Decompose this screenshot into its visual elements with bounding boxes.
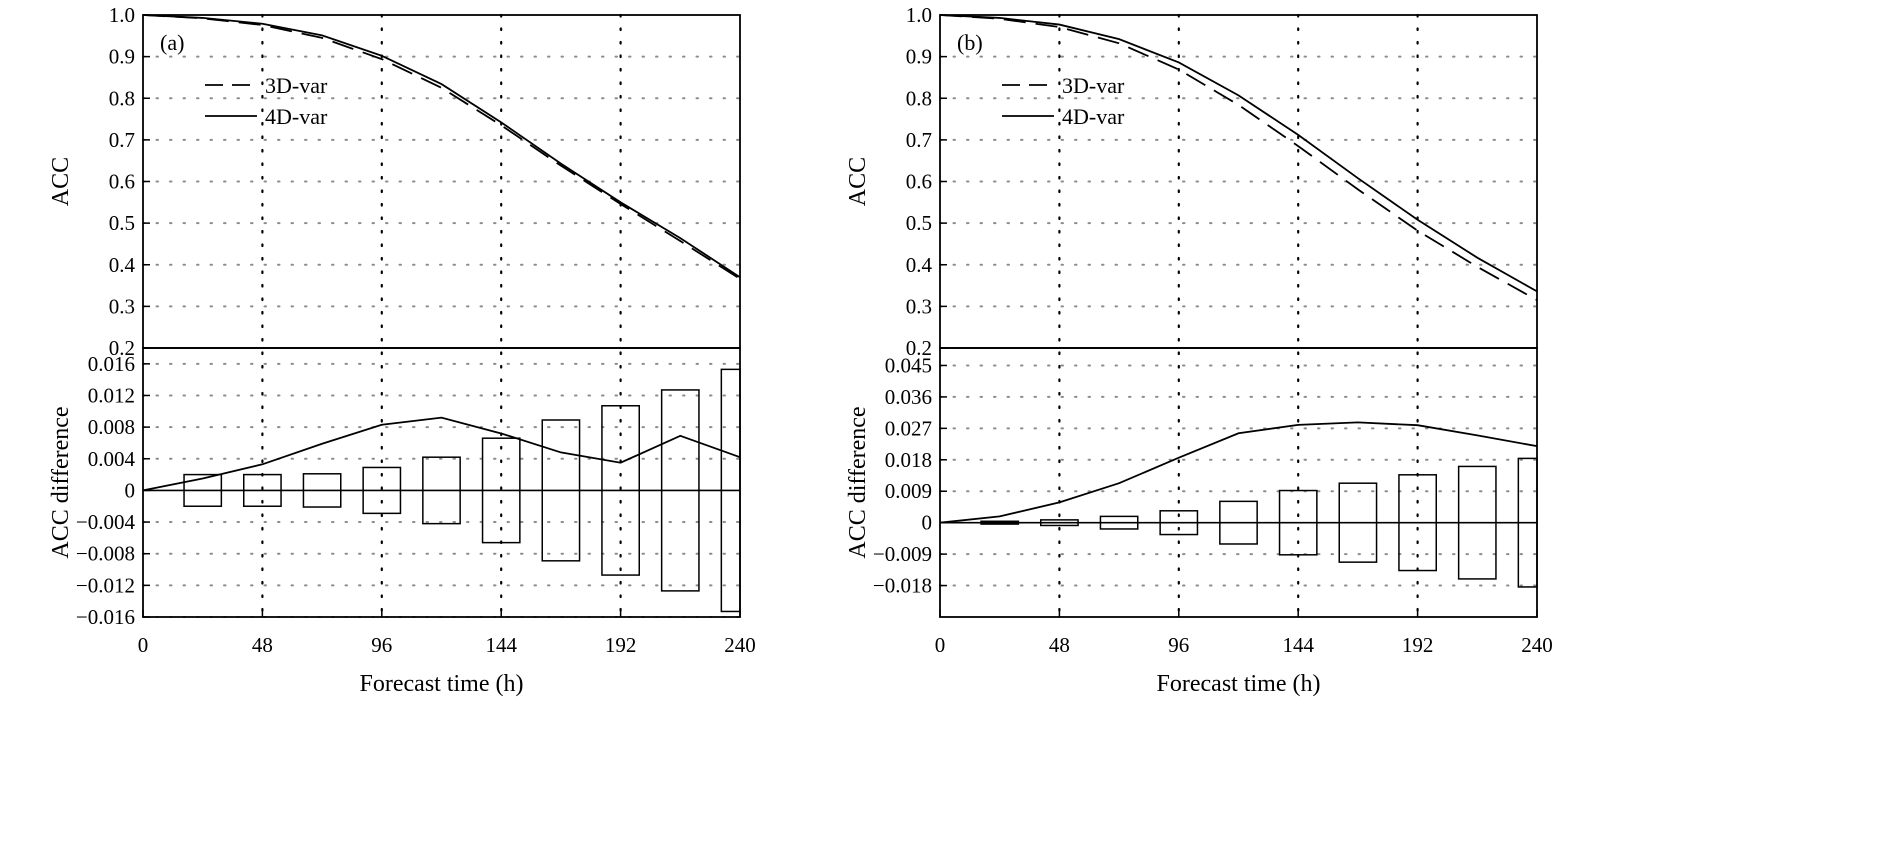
y-tick-label: 0.8: [109, 86, 135, 110]
error-bar-box: [362, 466, 402, 515]
y-tick-label: 0.018: [885, 448, 932, 472]
x-tick-label: 192: [1402, 633, 1434, 657]
y-tick-label: 0.3: [906, 294, 932, 318]
chart-panel-b: 0.2 0.3 0.4 0.5 0.6 0.7 0.8 0.9 1.0 −0.018 −0.009 0…: [845, 3, 1553, 697]
x-tick-label: 48: [252, 633, 273, 657]
x-axis-label: Forecast time (h): [360, 671, 524, 697]
x-tick-label: 0: [138, 633, 149, 657]
y-tick-label: −0.008: [76, 542, 135, 566]
series-line-3d-var: [142, 14, 741, 280]
y-tick-label: 0.012: [88, 383, 135, 407]
chart-panel-a: 0.2 0.3 0.4 0.5 0.6 0.7 0.8 0.9 1.0 −0.016 −0.012 −…: [48, 3, 756, 697]
y-tick-label: 0.7: [906, 128, 932, 152]
legend-label: 4D-var: [265, 104, 328, 129]
y-tick-label: 0: [922, 511, 933, 535]
y-tick-label: 0.4: [906, 253, 933, 277]
y-tick-label: 0.9: [109, 45, 135, 69]
x-tick-label: 144: [1282, 633, 1314, 657]
y-tick-label: 0.045: [885, 353, 932, 377]
legend-label: 4D-var: [1062, 104, 1125, 129]
y-tick-label: 0.004: [88, 447, 136, 471]
series-line-4d-var: [142, 14, 741, 278]
y-tick-label: −0.004: [76, 510, 136, 534]
error-bar-box: [1398, 474, 1438, 572]
y-tick-label: −0.012: [76, 573, 135, 597]
difference-line: [142, 416, 741, 492]
error-bar-box: [1457, 465, 1497, 580]
panel-label: (b): [957, 30, 983, 55]
error-bar-box: [541, 419, 581, 562]
y-tick-label: 0.036: [885, 385, 932, 409]
legend-label: 3D-var: [265, 73, 328, 98]
error-bar-box: [1159, 510, 1199, 536]
y-tick-label: −0.009: [873, 542, 932, 566]
error-bar-box: [1278, 489, 1318, 556]
y-tick-label: 1.0: [109, 3, 135, 27]
y-tick-label: −0.018: [873, 574, 932, 598]
error-bar-box: [1039, 519, 1079, 527]
axes-frame-bottom: [939, 347, 1538, 618]
x-tick-label: 0: [935, 633, 946, 657]
y-tick-label: 0.4: [109, 253, 136, 277]
y-tick-label: 0.5: [109, 211, 135, 235]
panel-label: (a): [160, 30, 184, 55]
y-tick-label: 0.008: [88, 415, 135, 439]
y-tick-label: 0.027: [885, 416, 932, 440]
x-tick-label: 96: [1168, 633, 1189, 657]
y-axis-label-bottom: ACC difference: [48, 406, 74, 558]
y-tick-label: 0.5: [906, 211, 932, 235]
y-tick-label: 0.009: [885, 479, 932, 503]
y-tick-label: 0.6: [109, 170, 135, 194]
x-tick-label: 192: [605, 633, 637, 657]
error-bar-box: [481, 437, 521, 544]
y-tick-label: 1.0: [906, 3, 932, 27]
y-tick-label: 0.3: [109, 294, 135, 318]
difference-line: [939, 421, 1538, 524]
axes-frame-bottom: [142, 347, 741, 618]
x-tick-label: 240: [1521, 633, 1553, 657]
y-tick-label: 0.7: [109, 128, 135, 152]
x-tick-label: 96: [371, 633, 392, 657]
x-axis-label: Forecast time (h): [1157, 671, 1321, 697]
y-axis-label-bottom: ACC difference: [845, 406, 871, 558]
y-tick-label: 0.2: [906, 336, 932, 360]
error-bar-box: [660, 389, 700, 592]
x-tick-label: 48: [1049, 633, 1070, 657]
x-tick-label: 240: [724, 633, 756, 657]
legend-label: 3D-var: [1062, 73, 1125, 98]
y-axis-label-top: ACC: [48, 157, 74, 206]
series-line-4d-var: [939, 14, 1538, 293]
y-tick-label: 0.6: [906, 170, 932, 194]
y-tick-label: −0.016: [76, 605, 135, 629]
x-tick-label: 144: [485, 633, 517, 657]
error-bar-box: [1338, 482, 1378, 563]
y-tick-label: 0.2: [109, 336, 135, 360]
y-tick-label: 0.9: [906, 45, 932, 69]
y-tick-label: 0.016: [88, 352, 135, 376]
series-line-3d-var: [939, 14, 1538, 301]
error-bar-box: [422, 456, 461, 525]
error-bar-box: [183, 473, 223, 507]
error-bar-box: [242, 473, 282, 507]
error-bar-box: [302, 473, 342, 508]
error-bar-box: [1099, 515, 1139, 530]
error-bar-box: [1219, 500, 1258, 545]
error-bar-box: [601, 405, 641, 576]
y-tick-label: 0: [125, 478, 136, 502]
error-bar-box: [980, 520, 1020, 525]
y-axis-label-top: ACC: [845, 157, 871, 206]
y-tick-label: 0.8: [906, 86, 932, 110]
